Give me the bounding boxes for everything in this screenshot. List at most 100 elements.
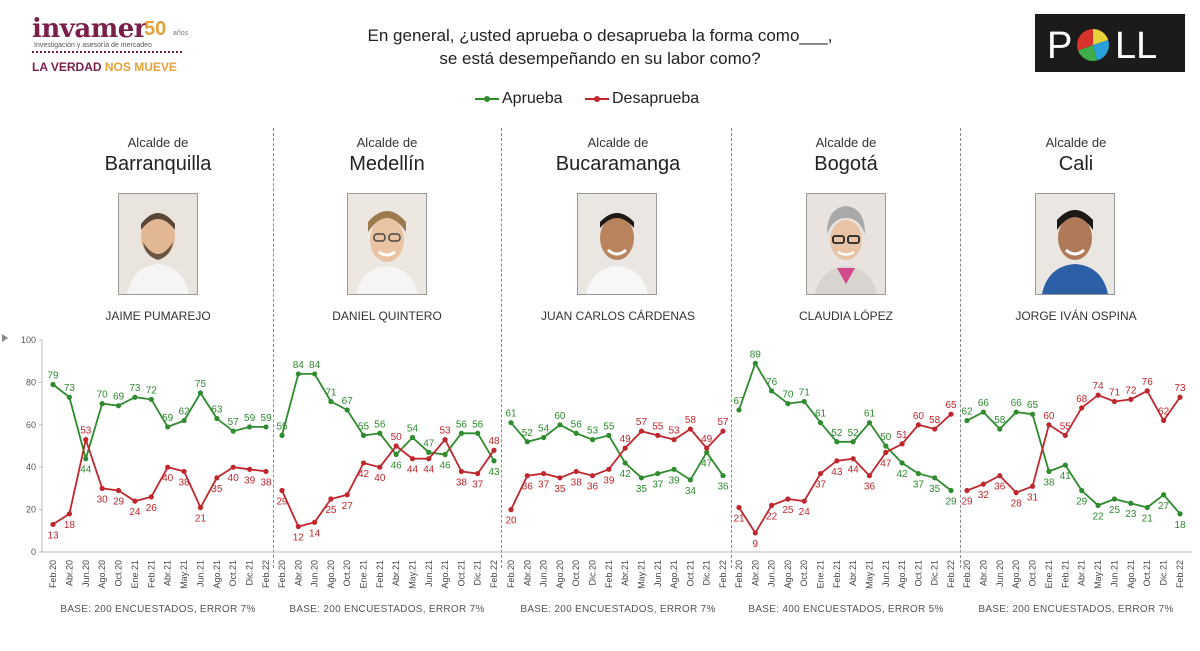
x-tick-label: Oct.20 [799, 560, 809, 587]
data-label-disapprove: 53 [80, 426, 92, 437]
data-label-approve: 75 [195, 379, 207, 390]
data-point-approve [83, 456, 89, 462]
data-label-approve: 21 [1142, 513, 1154, 524]
sample-base-note: BASE: 200 ENCUESTADOS, ERROR 7% [520, 604, 716, 615]
data-label-disapprove: 9 [753, 539, 759, 550]
data-label-disapprove: 73 [1174, 383, 1186, 394]
data-label-approve: 55 [276, 421, 288, 432]
data-point-disapprove [197, 504, 204, 511]
data-label-disapprove: 48 [488, 436, 500, 447]
data-label-disapprove: 35 [554, 484, 566, 495]
data-point-disapprove [115, 487, 122, 494]
x-tick-label: Ene.21 [816, 560, 826, 589]
data-label-approve: 47 [423, 438, 435, 449]
data-point-approve [671, 466, 677, 472]
data-label-disapprove: 49 [620, 434, 632, 445]
data-point-approve [638, 475, 645, 481]
data-label-disapprove: 62 [1158, 407, 1170, 418]
logo-tagline: Investigación y asesoría de mercadeo [34, 42, 152, 49]
data-point-disapprove [360, 460, 367, 466]
data-point-approve [279, 432, 285, 438]
x-tick-label: Ene.21 [130, 560, 140, 589]
data-point-disapprove [899, 441, 905, 447]
data-point-approve [980, 409, 986, 415]
data-point-approve [66, 394, 72, 400]
data-point-approve [148, 396, 154, 402]
data-point-disapprove [736, 504, 742, 511]
series-line-disapprove [281, 437, 495, 528]
x-tick-label: Jun.21 [881, 560, 891, 587]
data-label-disapprove: 13 [47, 530, 59, 541]
x-tick-label: May.21 [179, 560, 189, 589]
x-tick-label: Ago.20 [783, 560, 793, 589]
data-point-disapprove [622, 445, 628, 451]
data-label-disapprove: 37 [538, 480, 550, 491]
data-point-disapprove [964, 487, 970, 494]
data-label-approve: 60 [554, 411, 566, 422]
data-point-disapprove [524, 473, 530, 479]
data-point-disapprove [883, 449, 889, 455]
data-point-disapprove [980, 481, 986, 487]
data-point-disapprove [671, 437, 677, 443]
mayor-name: JUAN CARLOS CÁRDENAS [540, 309, 696, 323]
mayor-header-barranquilla: Alcalde de Barranquilla [43, 135, 273, 179]
series-line-approve [510, 422, 724, 482]
data-point-approve [655, 470, 661, 477]
data-point-disapprove [1062, 432, 1068, 438]
series-line-disapprove [510, 427, 724, 510]
city-name: Bucaramanga [555, 153, 681, 175]
data-label-approve: 41 [1060, 471, 1072, 482]
x-tick-label: May.21 [636, 560, 646, 589]
data-point-approve [181, 417, 187, 424]
data-point-approve [295, 371, 301, 377]
data-label-approve: 58 [994, 415, 1006, 426]
data-point-approve [557, 422, 563, 428]
data-label-approve: 42 [897, 469, 909, 480]
data-label-approve: 72 [146, 385, 158, 396]
data-label-approve: 71 [799, 387, 811, 398]
data-point-disapprove [687, 426, 693, 432]
logo-years-suffix: años [173, 30, 189, 37]
x-tick-label: May.21 [864, 560, 874, 589]
x-tick-label: Oct.21 [228, 560, 238, 587]
data-point-approve [263, 424, 269, 430]
mayor-header-bucaramanga: Alcalde de Bucaramanga [503, 135, 733, 179]
data-point-approve [50, 381, 56, 388]
x-tick-label: Feb.22 [489, 560, 499, 588]
data-label-approve: 27 [1158, 501, 1170, 512]
data-point-approve [573, 430, 579, 436]
data-point-disapprove [785, 496, 791, 502]
data-point-disapprove [834, 458, 840, 464]
data-point-disapprove [1029, 483, 1036, 489]
data-point-disapprove [948, 411, 954, 417]
data-point-approve [752, 360, 758, 366]
data-label-disapprove: 58 [685, 415, 697, 426]
data-label-approve: 56 [571, 419, 583, 430]
data-point-disapprove [606, 466, 612, 472]
x-tick-label: Dic.21 [473, 560, 483, 586]
data-label-approve: 52 [522, 428, 534, 439]
data-label-approve: 66 [1011, 398, 1023, 409]
data-label-disapprove: 42 [358, 469, 370, 480]
data-label-approve: 70 [97, 390, 109, 401]
mayor-name: JAIME PUMAREJO [105, 309, 211, 323]
data-label-approve: 34 [685, 486, 697, 497]
chart-legend: Aprueba Desaprueba [475, 90, 735, 112]
data-label-disapprove: 36 [587, 482, 599, 493]
x-tick-label: Oct.20 [571, 560, 581, 587]
data-label-approve: 89 [750, 349, 762, 360]
x-tick-label: Abr.21 [391, 560, 401, 586]
x-tick-label: Ene.21 [359, 560, 369, 589]
data-point-approve [850, 439, 856, 445]
data-point-approve [312, 371, 318, 377]
x-tick-label: Feb.22 [946, 560, 956, 588]
data-point-disapprove [915, 422, 921, 428]
city-name: Cali [1058, 153, 1094, 175]
data-point-approve [932, 475, 938, 481]
data-label-disapprove: 22 [766, 511, 778, 522]
data-point-disapprove [442, 437, 448, 443]
data-label-approve: 66 [978, 398, 990, 409]
x-tick-label: Ene.21 [1044, 560, 1054, 589]
logo-slogan: LA VERDAD NOS MUEVE [32, 60, 177, 74]
data-label-disapprove: 40 [162, 473, 174, 484]
